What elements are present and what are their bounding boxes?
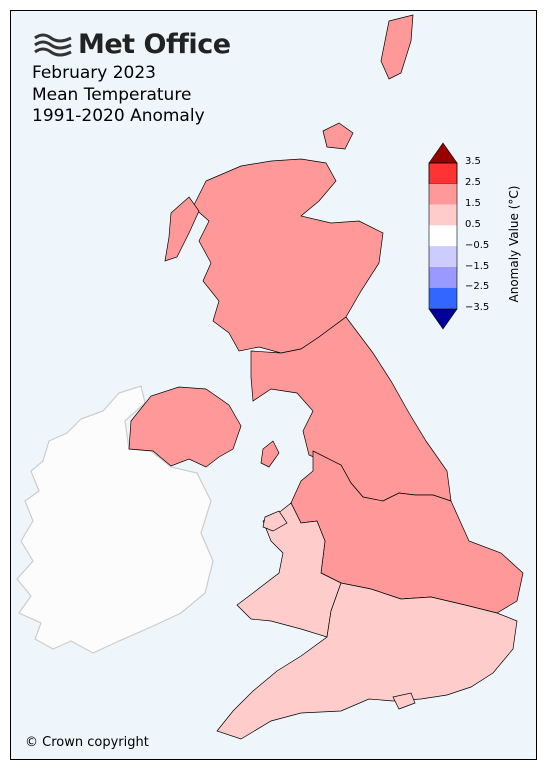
met-office-logo: Met Office <box>33 29 231 60</box>
legend-band-neg2-5-neg1-5 <box>429 267 457 288</box>
legend-tick: −1.5 <box>465 261 490 272</box>
region-northern-ireland <box>128 386 242 468</box>
region-southern-england <box>216 582 518 740</box>
legend-band-neg0-5-0-5 <box>429 225 457 247</box>
region-isle-of-man <box>260 440 280 468</box>
legend-extend-min <box>428 308 458 330</box>
legend-tick: 1.5 <box>465 198 481 209</box>
legend-band-0-5-1-5 <box>429 204 457 226</box>
legend-tick: −2.5 <box>465 281 490 292</box>
region-shetland <box>380 14 414 80</box>
legend-tick: 3.5 <box>465 156 481 167</box>
ireland-landmass <box>16 385 214 654</box>
uk-anomaly-map <box>16 14 524 740</box>
legend-band-1-5-2-5 <box>429 183 457 205</box>
legend-tick: −3.5 <box>465 302 490 313</box>
region-hebrides <box>164 196 200 262</box>
legend-tick: 0.5 <box>465 219 481 230</box>
logo-text: Met Office <box>78 29 231 60</box>
met-office-wave-icon <box>34 33 72 56</box>
legend-band-2-5-3-5 <box>428 162 458 185</box>
legend-title: Anomaly Value (°C) <box>507 185 521 303</box>
legend-band-neg3-5-neg2-5 <box>429 287 457 309</box>
title-variable: Mean Temperature <box>32 85 192 105</box>
legend-extend-max <box>428 142 458 164</box>
map-frame: Met Office February 2023 Mean Temperatur… <box>10 10 537 760</box>
legend-outline <box>428 162 458 310</box>
copyright-notice: © Crown copyright <box>25 735 149 750</box>
region-wales <box>236 502 342 638</box>
legend-band-neg1-5-neg0-5 <box>429 246 457 267</box>
region-isle-of-wight <box>392 692 416 710</box>
title-baseline: 1991-2020 Anomaly <box>32 106 205 126</box>
region-orkney <box>322 122 354 150</box>
legend-tick: −0.5 <box>465 240 490 251</box>
legend-colorbar <box>428 142 458 330</box>
region-scotland <box>192 158 384 354</box>
legend-tick: 2.5 <box>465 177 481 188</box>
title-month: February 2023 <box>32 63 156 83</box>
region-anglesey <box>262 510 288 532</box>
